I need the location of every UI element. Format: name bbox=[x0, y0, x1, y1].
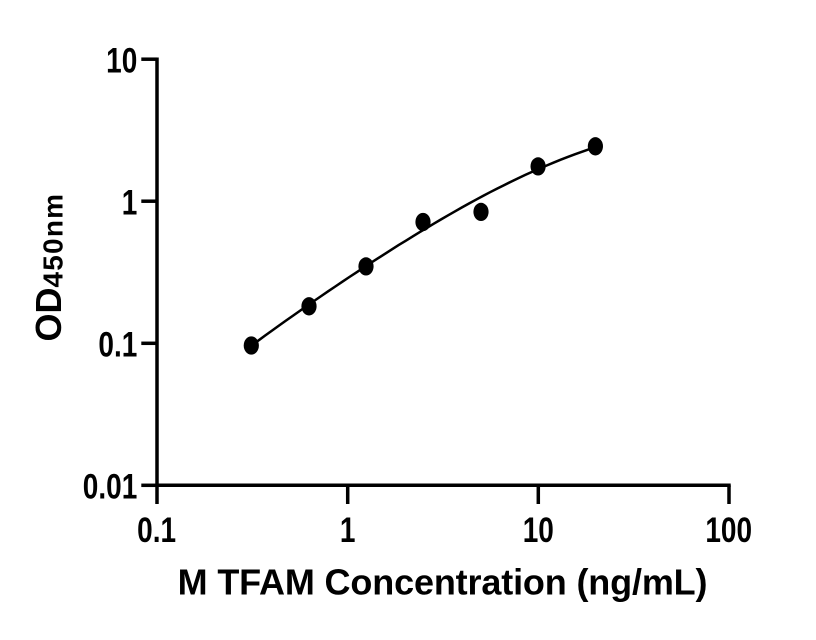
svg-text:0.1: 0.1 bbox=[98, 325, 137, 365]
svg-text:100: 100 bbox=[705, 510, 752, 550]
svg-text:0.1: 0.1 bbox=[137, 510, 176, 550]
svg-text:1: 1 bbox=[122, 183, 138, 223]
svg-text:1: 1 bbox=[340, 510, 356, 550]
svg-text:0.01: 0.01 bbox=[83, 467, 137, 507]
svg-text:M TFAM Concentration (ng/mL): M TFAM Concentration (ng/mL) bbox=[178, 562, 708, 603]
svg-text:10: 10 bbox=[523, 510, 554, 550]
svg-text:10: 10 bbox=[106, 41, 137, 81]
